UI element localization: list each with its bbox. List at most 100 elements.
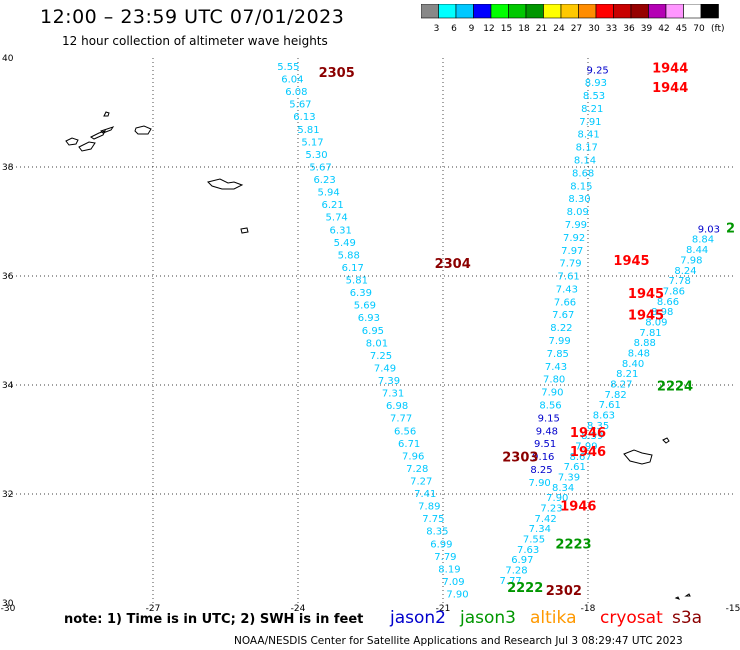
x-tick-label: -15 <box>726 604 740 614</box>
pass-time-label: 1944 <box>652 81 688 96</box>
swh-value-label: 6.08 <box>285 87 307 98</box>
pass-time-label: 1944 <box>652 62 688 77</box>
swh-value-label: 5.81 <box>297 125 319 136</box>
swh-value-label: 7.63 <box>517 545 539 556</box>
swh-value-label: 8.41 <box>577 130 599 141</box>
island-outline <box>662 437 670 444</box>
swh-value-label: 8.59 <box>581 431 603 442</box>
swh-value-label: 8.35 <box>587 421 609 432</box>
y-tick-label: 38 <box>2 163 14 173</box>
swh-value-label: 7.23 <box>540 504 562 515</box>
swh-value-label: 6.04 <box>281 75 303 86</box>
pass-time-label: 2305 <box>319 66 355 81</box>
footer-note: note: 1) Time is in UTC; 2) SWH is in fe… <box>64 612 364 627</box>
swh-value-label: 8.53 <box>583 91 605 102</box>
swh-value-label: 5.30 <box>305 150 327 161</box>
swh-value-label: 7.92 <box>563 233 585 244</box>
swh-value-label: 9.03 <box>698 224 720 235</box>
swh-value-label: 8.56 <box>539 400 561 411</box>
swh-value-label: 7.98 <box>680 255 702 266</box>
swh-value-label: 5.55 <box>277 62 299 73</box>
swh-value-label: 7.79 <box>434 552 456 563</box>
y-tick-label: 34 <box>2 381 14 391</box>
legend-label: 3 <box>434 24 440 34</box>
legend-label: 21 <box>536 24 547 34</box>
legend-label: 18 <box>518 24 530 34</box>
swh-value-label: 7.28 <box>505 566 527 577</box>
swh-value-label: 6.98 <box>386 401 408 412</box>
swh-value-label: 7.61 <box>564 462 586 473</box>
cryosat-track: 9.25 8.93 8.53 8.21 7.91 8.41 8.17 8.148.68 8.15… <box>529 65 609 489</box>
wave-height-color-legend: 3 6 9 12 15 18 21 24 27 30 33 36 39 42 45 70 (ft) <box>421 4 725 34</box>
swh-value-label: 9.15 <box>538 413 560 424</box>
swh-value-label: 7.27 <box>410 477 432 488</box>
swh-value-label: 7.25 <box>370 351 392 362</box>
swh-value-label: 6.13 <box>293 112 315 123</box>
legend-label: 12 <box>483 24 494 34</box>
island-outline <box>65 137 79 146</box>
swh-value-label: 8.68 <box>572 168 594 179</box>
sat-key-s3a: s3a <box>672 608 703 628</box>
swh-value-label: 7.78 <box>669 276 691 287</box>
map-subtitle: 12 hour collection of altimeter wave hei… <box>62 34 328 48</box>
swh-value-label: 7.89 <box>418 502 440 513</box>
pass-time-label: 2303 <box>502 450 538 465</box>
pass-time-label: 1946 <box>570 445 606 460</box>
legend-label: 33 <box>606 24 617 34</box>
swh-value-label: 6.56 <box>394 426 416 437</box>
swh-value-label: 8.30 <box>568 194 590 205</box>
swh-value-label: 8.88 <box>634 338 656 349</box>
swh-value-label: 8.48 <box>628 348 650 359</box>
pass-time-label: 1945 <box>628 309 664 324</box>
swh-value-label: 8.09 <box>567 207 589 218</box>
swh-value-label: 5.88 <box>338 250 360 261</box>
swh-value-label: 8.17 <box>576 143 598 154</box>
swh-value-label: 7.09 <box>442 577 464 588</box>
swh-value-label: 8.21 <box>616 369 638 380</box>
legend-label: 15 <box>501 24 512 34</box>
island-outline <box>684 593 691 597</box>
swh-value-label: 7.66 <box>554 297 576 308</box>
coastlines <box>65 111 691 600</box>
island-outline <box>674 596 680 600</box>
swh-value-label: 5.94 <box>317 188 339 199</box>
x-tick-label: -21 <box>436 604 451 614</box>
swh-value-label: 7.96 <box>402 451 424 462</box>
pass-time-label: 2 <box>726 221 735 236</box>
swh-value-label: 5.49 <box>334 238 356 249</box>
swh-value-label: 7.90 <box>541 388 563 399</box>
swh-value-label: 7.49 <box>374 363 396 374</box>
swh-value-label: 6.97 <box>511 555 533 566</box>
swh-value-label: 6.95 <box>362 326 384 337</box>
island-outline <box>240 227 249 234</box>
swh-value-label: 6.31 <box>330 225 352 236</box>
swh-value-label: 5.81 <box>346 276 368 287</box>
graticule <box>8 58 733 603</box>
swh-value-label: 6.23 <box>313 175 335 186</box>
swh-value-label: 7.97 <box>561 246 583 257</box>
island-outline <box>207 178 244 190</box>
pass-time-label: 1945 <box>628 287 664 302</box>
swh-value-label: 7.77 <box>500 576 522 587</box>
swh-value-label: 7.31 <box>382 389 404 400</box>
swh-value-label: 8.15 <box>570 181 592 192</box>
swh-value-label: 8.01 <box>366 338 388 349</box>
swh-value-label: 7.80 <box>543 375 565 386</box>
pass-time-label: 1946 <box>570 426 606 441</box>
swh-value-label: 7.90 <box>529 478 551 489</box>
swh-value-label: 7.99 <box>575 442 597 453</box>
swh-value-label: 7.67 <box>552 310 574 321</box>
swh-value-label: 5.67 <box>309 162 331 173</box>
swh-value-label: 8.22 <box>550 323 572 334</box>
pass-time-label: 1946 <box>560 499 596 514</box>
swh-value-label: 8.34 <box>552 483 574 494</box>
swh-value-label: 6.17 <box>342 263 364 274</box>
swh-value-label: 7.99 <box>548 336 570 347</box>
sentinel3a-track: 5.556.046.085.676.135.815.175.305.676.23… <box>277 62 468 601</box>
swh-value-label: 5.69 <box>354 301 376 312</box>
swh-value-label: 8.66 <box>657 297 679 308</box>
legend-label: 6 <box>451 24 457 34</box>
swh-value-label: 8.35 <box>426 527 448 538</box>
swh-value-label: 9.48 <box>536 426 558 437</box>
swh-value-label: 7.28 <box>406 464 428 475</box>
